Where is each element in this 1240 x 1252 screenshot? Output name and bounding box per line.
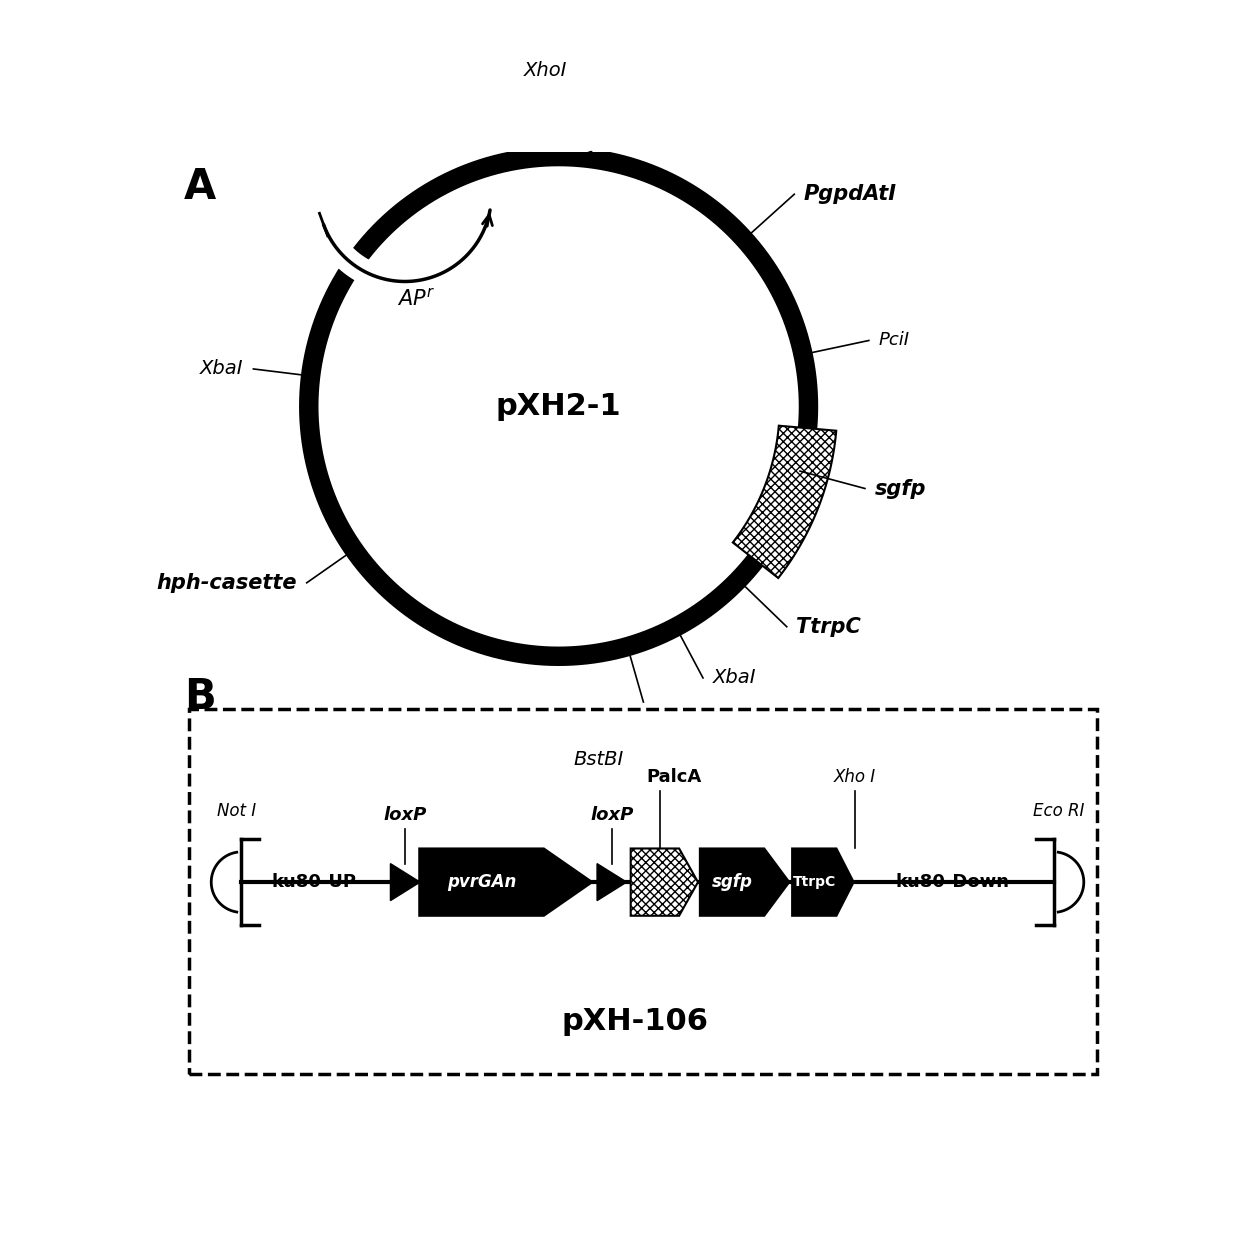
Text: loxP: loxP (383, 806, 427, 825)
Text: XhoI: XhoI (525, 61, 568, 80)
Text: A: A (184, 167, 216, 208)
Text: XbaI: XbaI (201, 359, 244, 378)
Text: pvrGAn: pvrGAn (446, 873, 516, 891)
Text: Eco RI: Eco RI (1033, 801, 1084, 820)
Text: sgfp: sgfp (874, 478, 926, 498)
Text: $AP^r$: $AP^r$ (397, 288, 435, 309)
Text: sgfp: sgfp (712, 873, 753, 891)
Bar (188, 709, 1096, 1074)
Text: TtrpC: TtrpC (796, 617, 862, 637)
Polygon shape (391, 864, 420, 900)
Text: B: B (184, 676, 216, 717)
Text: BstBI: BstBI (574, 750, 624, 769)
Polygon shape (699, 849, 789, 915)
Text: Xho I: Xho I (833, 767, 875, 786)
Text: TtrpC: TtrpC (792, 875, 836, 889)
Text: loxP: loxP (590, 806, 634, 825)
Polygon shape (792, 849, 853, 915)
Polygon shape (733, 426, 836, 578)
Text: ku80-UP: ku80-UP (272, 873, 356, 891)
Text: PciI: PciI (878, 332, 909, 349)
Text: XbaI: XbaI (713, 669, 756, 687)
Text: pXH2-1: pXH2-1 (496, 392, 621, 421)
Text: hph-casette: hph-casette (156, 573, 298, 592)
Text: Not I: Not I (217, 801, 257, 820)
Text: ku80-Down: ku80-Down (895, 873, 1009, 891)
Polygon shape (631, 849, 698, 915)
Text: pXH-106: pXH-106 (562, 1007, 709, 1035)
Text: PalcA: PalcA (646, 767, 702, 786)
Polygon shape (419, 849, 593, 915)
Text: PgpdAtI: PgpdAtI (804, 184, 897, 204)
Polygon shape (596, 864, 626, 900)
